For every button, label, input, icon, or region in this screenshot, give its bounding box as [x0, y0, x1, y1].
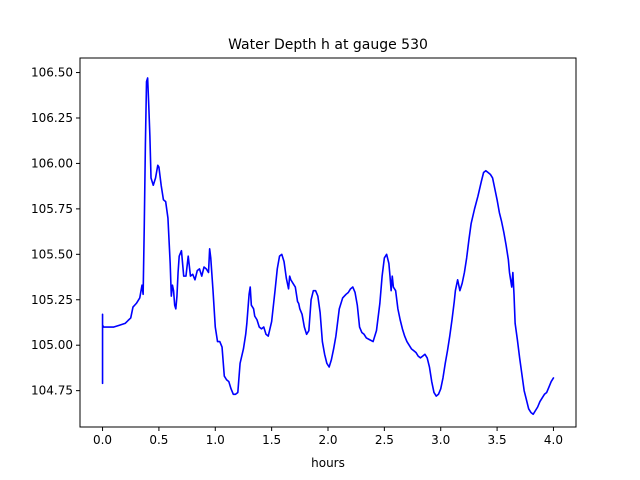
x-tick-label: 0.0 [93, 433, 112, 447]
x-axis-label: hours [311, 456, 345, 470]
y-tick-label: 104.75 [31, 384, 73, 398]
series-layer [101, 77, 555, 416]
y-tick-label: 106.25 [31, 111, 73, 125]
x-axis: 0.0 0.5 1.0 1.5 2.0 2.5 3.0 3.5 4.0 [93, 427, 563, 447]
x-tick-label: 2.5 [375, 433, 394, 447]
y-axis: 104.75 105.00 105.25 105.50 105.75 106.00 106.… [31, 66, 80, 398]
x-tick-label: 3.5 [488, 433, 507, 447]
y-tick-label: 106.00 [31, 156, 73, 170]
series-line [101, 77, 555, 416]
y-tick-label: 105.50 [31, 247, 73, 261]
x-tick-label: 1.0 [206, 433, 225, 447]
x-tick-label: 4.0 [544, 433, 563, 447]
y-tick-label: 105.00 [31, 338, 73, 352]
plot-area [79, 57, 577, 428]
y-tick-label: 105.75 [31, 202, 73, 216]
chart-title: Water Depth h at gauge 530 [228, 37, 428, 53]
x-tick-label: 3.0 [431, 433, 450, 447]
x-tick-label: 2.0 [318, 433, 337, 447]
x-tick-label: 1.5 [262, 433, 281, 447]
axes-background [80, 58, 576, 427]
y-tick-label: 105.25 [31, 293, 73, 307]
x-tick-label: 0.5 [149, 433, 168, 447]
y-tick-label: 106.50 [31, 66, 73, 80]
